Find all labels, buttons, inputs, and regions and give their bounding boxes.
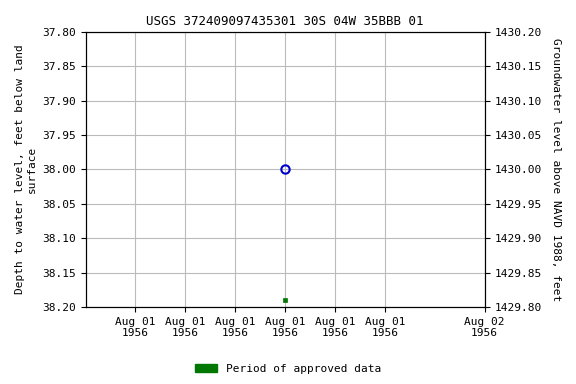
Y-axis label: Depth to water level, feet below land
surface: Depth to water level, feet below land su… — [15, 45, 37, 294]
Title: USGS 372409097435301 30S 04W 35BBB 01: USGS 372409097435301 30S 04W 35BBB 01 — [146, 15, 424, 28]
Y-axis label: Groundwater level above NAVD 1988, feet: Groundwater level above NAVD 1988, feet — [551, 38, 561, 301]
Legend: Period of approved data: Period of approved data — [191, 359, 385, 379]
